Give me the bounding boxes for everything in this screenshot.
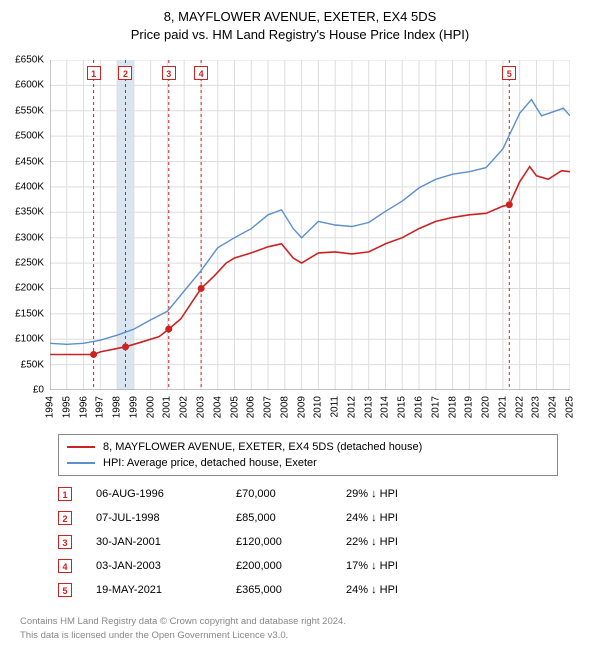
transaction-price: £200,000 — [236, 560, 346, 572]
transaction-price: £70,000 — [236, 488, 346, 500]
footer-text: Contains HM Land Registry data © Crown c… — [20, 615, 346, 642]
transaction-row: 4 03-JAN-2003£200,00017% ↓ HPI — [58, 554, 558, 578]
y-tick-label: £200K — [15, 283, 44, 294]
x-tick-label: 2016 — [414, 396, 425, 418]
x-tick-label: 2020 — [481, 396, 492, 418]
x-tick-label: 2004 — [212, 396, 223, 418]
y-tick-label: £450K — [15, 156, 44, 167]
y-tick-label: £500K — [15, 131, 44, 142]
x-tick-label: 1999 — [128, 396, 139, 418]
transaction-pct: 24% ↓ HPI — [346, 584, 466, 596]
x-tick-label: 1998 — [112, 396, 123, 418]
title-line1: 8, MAYFLOWER AVENUE, EXETER, EX4 5DS — [0, 8, 600, 26]
y-tick-label: £600K — [15, 80, 44, 91]
y-tick-label: £400K — [15, 181, 44, 192]
x-tick-label: 2010 — [313, 396, 324, 418]
x-tick-label: 2024 — [548, 396, 559, 418]
transaction-date: 06-AUG-1996 — [96, 488, 236, 500]
x-tick-label: 2011 — [330, 396, 341, 418]
transaction-date: 30-JAN-2001 — [96, 536, 236, 548]
x-tick-label: 1997 — [95, 396, 106, 418]
transaction-marker: 4 — [58, 559, 72, 573]
x-tick-label: 1996 — [78, 396, 89, 418]
x-tick-label: 2000 — [145, 396, 156, 418]
x-tick-label: 2023 — [531, 396, 542, 418]
x-tick-label: 2002 — [179, 396, 190, 418]
transaction-marker: 5 — [58, 583, 72, 597]
transaction-pct: 22% ↓ HPI — [346, 536, 466, 548]
x-tick-label: 2025 — [565, 396, 576, 418]
y-tick-label: £300K — [15, 232, 44, 243]
transaction-marker: 1 — [58, 487, 72, 501]
transaction-row: 2 07-JUL-1998£85,00024% ↓ HPI — [58, 506, 558, 530]
x-tick-label: 2022 — [514, 396, 525, 418]
x-tick-label: 2015 — [397, 396, 408, 418]
x-tick-label: 2008 — [279, 396, 290, 418]
event-marker: 4 — [194, 66, 208, 80]
legend-label-hpi: HPI: Average price, detached house, Exet… — [103, 457, 317, 469]
legend-label-property: 8, MAYFLOWER AVENUE, EXETER, EX4 5DS (de… — [103, 441, 422, 453]
title-line2: Price paid vs. HM Land Registry's House … — [0, 26, 600, 44]
transaction-row: 3 30-JAN-2001£120,00022% ↓ HPI — [58, 530, 558, 554]
transaction-date: 03-JAN-2003 — [96, 560, 236, 572]
y-tick-label: £150K — [15, 308, 44, 319]
x-axis-labels: 1994199519961997199819992000200120022003… — [50, 392, 570, 432]
legend: 8, MAYFLOWER AVENUE, EXETER, EX4 5DS (de… — [58, 434, 558, 476]
transactions-table: 1 06-AUG-1996£70,00029% ↓ HPI 2 07-JUL-1998… — [58, 482, 558, 602]
legend-swatch-property — [67, 446, 95, 448]
footer-line2: This data is licensed under the Open Gov… — [20, 629, 346, 642]
x-tick-label: 2018 — [447, 396, 458, 418]
footer-line1: Contains HM Land Registry data © Crown c… — [20, 615, 346, 628]
legend-item-property: 8, MAYFLOWER AVENUE, EXETER, EX4 5DS (de… — [67, 439, 549, 455]
x-tick-label: 1994 — [45, 396, 56, 418]
y-axis-labels: £0£50K£100K£150K£200K£250K£300K£350K£400… — [0, 60, 48, 390]
legend-swatch-hpi — [67, 462, 95, 464]
event-marker: 5 — [502, 66, 516, 80]
y-tick-label: £100K — [15, 334, 44, 345]
x-tick-label: 2014 — [380, 396, 391, 418]
transaction-row: 5 19-MAY-2021£365,00024% ↓ HPI — [58, 578, 558, 602]
x-tick-label: 2007 — [263, 396, 274, 418]
chart-title: 8, MAYFLOWER AVENUE, EXETER, EX4 5DS Pri… — [0, 0, 600, 44]
transaction-pct: 24% ↓ HPI — [346, 512, 466, 524]
y-tick-label: £0 — [33, 385, 44, 396]
y-tick-label: £650K — [15, 55, 44, 66]
y-tick-label: £350K — [15, 207, 44, 218]
transaction-marker: 2 — [58, 511, 72, 525]
transaction-row: 1 06-AUG-1996£70,00029% ↓ HPI — [58, 482, 558, 506]
chart-svg — [50, 60, 570, 390]
x-tick-label: 2012 — [346, 396, 357, 418]
plot-area: 1 2 3 4 5 — [50, 60, 570, 390]
transaction-marker: 3 — [58, 535, 72, 549]
chart-container: 8, MAYFLOWER AVENUE, EXETER, EX4 5DS Pri… — [0, 0, 600, 650]
x-tick-label: 2006 — [246, 396, 257, 418]
event-marker: 3 — [162, 66, 176, 80]
x-tick-label: 2001 — [162, 396, 173, 418]
transaction-price: £85,000 — [236, 512, 346, 524]
x-tick-label: 1995 — [61, 396, 72, 418]
x-tick-label: 2005 — [229, 396, 240, 418]
transaction-price: £120,000 — [236, 536, 346, 548]
y-tick-label: £50K — [21, 359, 44, 370]
event-marker: 2 — [118, 66, 132, 80]
y-tick-label: £250K — [15, 258, 44, 269]
x-tick-label: 2021 — [497, 396, 508, 418]
x-tick-label: 2009 — [296, 396, 307, 418]
y-tick-label: £550K — [15, 105, 44, 116]
transaction-date: 07-JUL-1998 — [96, 512, 236, 524]
x-tick-label: 2019 — [464, 396, 475, 418]
transaction-date: 19-MAY-2021 — [96, 584, 236, 596]
transaction-pct: 29% ↓ HPI — [346, 488, 466, 500]
event-marker: 1 — [87, 66, 101, 80]
x-tick-label: 2003 — [195, 396, 206, 418]
x-tick-label: 2017 — [430, 396, 441, 418]
transaction-pct: 17% ↓ HPI — [346, 560, 466, 572]
legend-item-hpi: HPI: Average price, detached house, Exet… — [67, 455, 549, 471]
transaction-price: £365,000 — [236, 584, 346, 596]
x-tick-label: 2013 — [363, 396, 374, 418]
